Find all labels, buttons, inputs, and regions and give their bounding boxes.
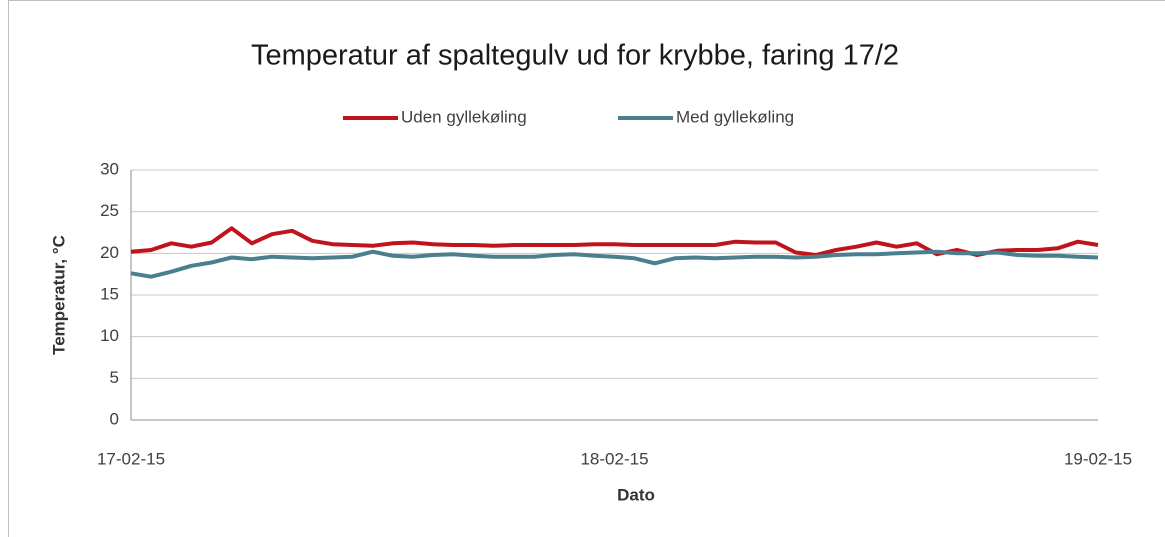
chart-title: Temperatur af spaltegulv ud for krybbe, … <box>251 40 899 72</box>
x-tick-label: 19-02-15 <box>1064 449 1132 468</box>
y-tick-label: 15 <box>100 284 119 303</box>
y-axis-title: Temperatur, °C <box>49 235 68 355</box>
y-tick-label: 0 <box>110 409 119 428</box>
legend-label: Uden gyllekøling <box>401 107 527 126</box>
chart-border <box>8 0 1165 537</box>
legend-label: Med gyllekøling <box>676 107 794 126</box>
y-tick-label: 10 <box>100 326 119 345</box>
x-tick-label: 18-02-15 <box>580 449 648 468</box>
y-tick-label: 25 <box>100 201 119 220</box>
data-line <box>130 249 1099 279</box>
y-tick-label: 30 <box>100 159 119 178</box>
y-tick-label: 5 <box>110 368 119 387</box>
data-line <box>130 226 1099 257</box>
x-tick-label: 17-02-15 <box>97 449 165 468</box>
y-tick-label: 20 <box>100 243 119 262</box>
x-axis-title: Dato <box>617 485 655 504</box>
